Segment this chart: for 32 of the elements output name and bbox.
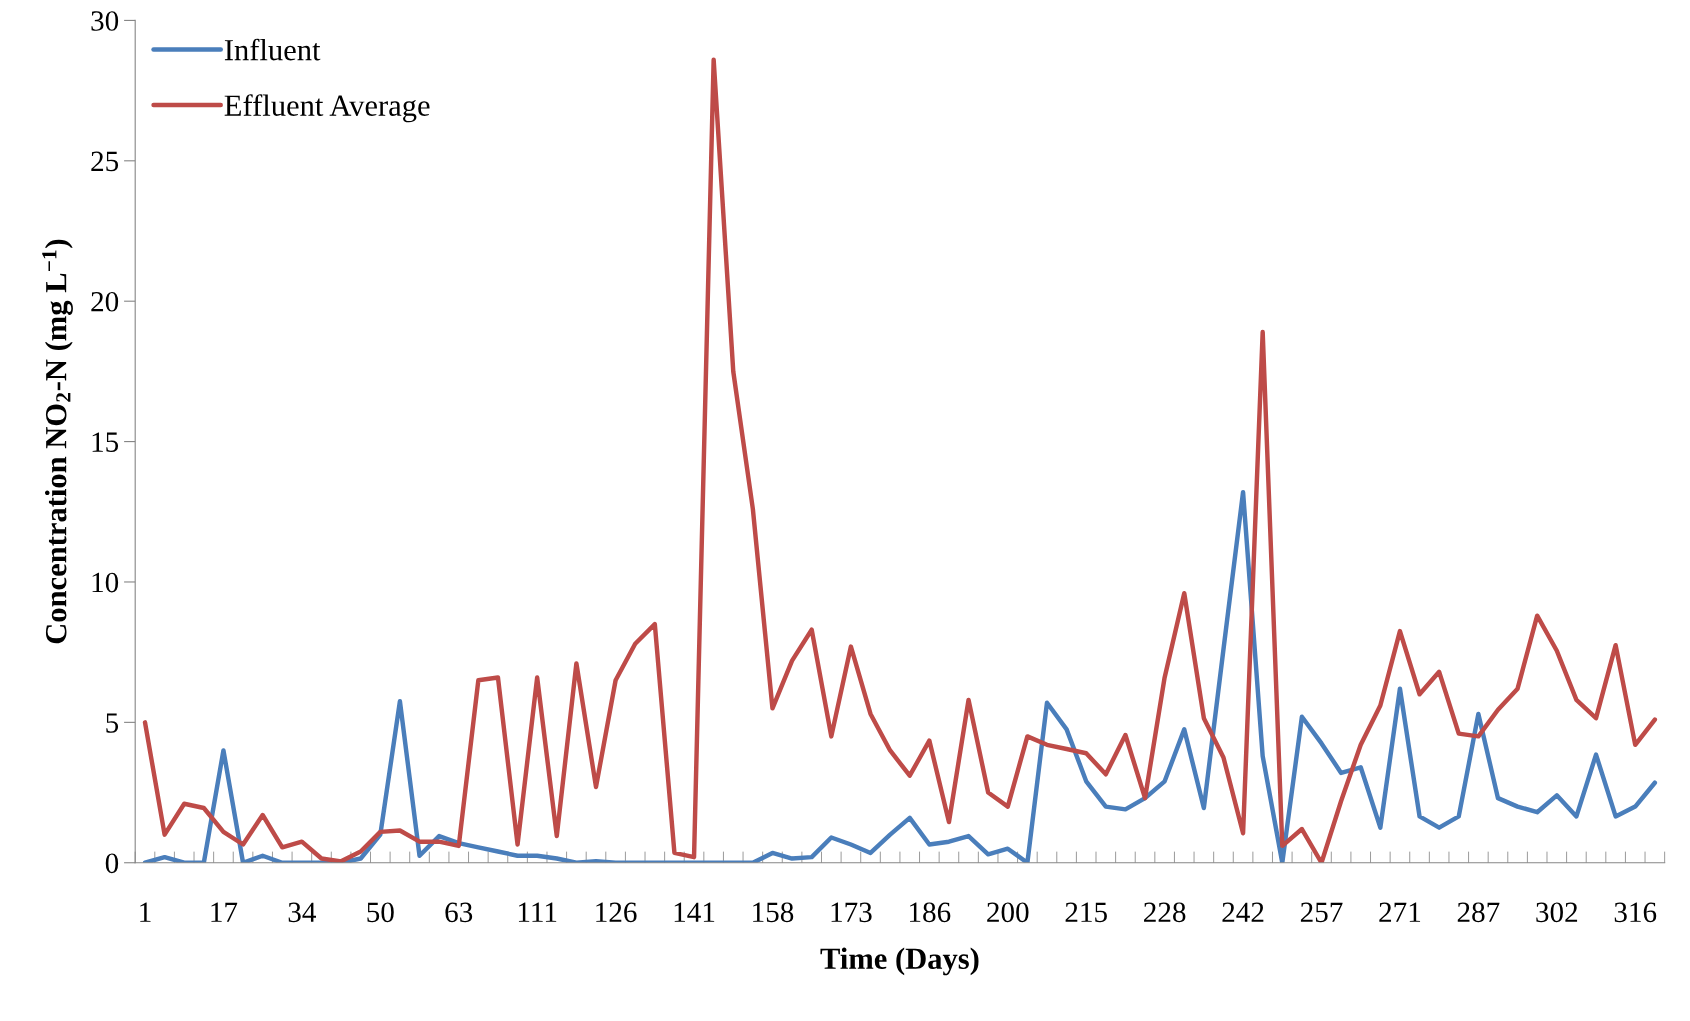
- x-tick-label: 257: [1300, 902, 1343, 923]
- x-tick-label: 242: [1222, 902, 1264, 922]
- y-tick-label: 0: [105, 853, 119, 874]
- x-tick-label: 17: [211, 902, 238, 922]
- x-tick-label: 141: [674, 902, 715, 922]
- x-tick-label: 1: [140, 902, 151, 922]
- x-tick-label: 158: [753, 902, 794, 923]
- x-axis-title: Time (Days): [820, 947, 979, 976]
- x-tick-label: 50: [367, 902, 394, 923]
- x-tick-label: 34: [288, 902, 316, 923]
- line-series: [142, 489, 1658, 863]
- x-tick-label: 173: [831, 902, 872, 923]
- x-tick-label: 200: [987, 902, 1029, 923]
- y-axis-title: Concentration NO$_{2}$-N (mg L$^{−1}$): [42, 239, 73, 644]
- y-tick-label: 15: [92, 432, 119, 452]
- x-tick-label: 63: [445, 902, 473, 923]
- x-tick-label: 287: [1457, 902, 1500, 923]
- x-tick-label: 302: [1536, 902, 1578, 923]
- y-tick-label: 5: [106, 713, 119, 733]
- x-tick-label: 126: [596, 902, 637, 923]
- x-tick-label: 186: [910, 902, 951, 923]
- y-tick-label: 25: [91, 151, 119, 172]
- x-tick-label: 228: [1144, 902, 1186, 923]
- y-tick-label: 30: [91, 11, 119, 31]
- legend-label: Influent: [224, 38, 321, 61]
- x-tick-label: 215: [1065, 902, 1107, 923]
- x-tick-label: 111: [518, 902, 557, 922]
- x-tick-label: 316: [1614, 902, 1657, 923]
- y-tick-label: 20: [91, 291, 119, 312]
- x-tick-label: 271: [1379, 902, 1421, 922]
- legend-label: Effluent Average: [224, 94, 430, 123]
- y-tick-label: 10: [92, 572, 119, 593]
